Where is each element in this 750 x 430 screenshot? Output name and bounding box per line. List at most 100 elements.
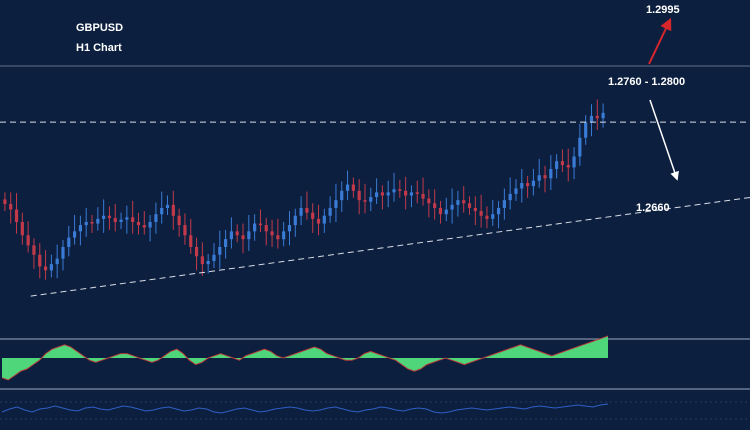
down-arrow [649,99,679,181]
candle-body [462,200,466,204]
candle-body [409,192,414,196]
candle-body [90,222,94,224]
candlestick-series [3,99,605,280]
candle-body [49,264,53,271]
candle-body [171,204,175,216]
candle-body [148,222,152,228]
candle-body [125,217,129,220]
candle-body [20,222,24,236]
candle-body [223,239,228,247]
candle-body [287,225,292,232]
candle-body [183,225,187,236]
candle-body [107,215,112,219]
candle-body [200,256,204,265]
candle-body [84,222,88,226]
candle-body [311,212,315,219]
candle-body [218,246,222,255]
support-label: 1.2660 [636,202,670,214]
candle-body [322,215,326,224]
candle-body [113,218,117,222]
candle-body [525,183,530,187]
histogram-indicator [0,65,750,390]
candle-body [467,203,472,208]
candle-body [119,219,123,222]
candle-body [102,215,106,219]
oscillator-indicator [0,401,750,420]
candle-body [247,231,251,240]
candle-body [55,258,59,265]
candle-body [26,235,30,246]
candle-body [560,161,565,166]
signal-line [1,335,609,381]
candle-body [479,211,483,216]
candle-body [438,207,443,215]
candle-body [131,217,135,222]
candle-body [543,175,547,179]
candle-body [549,168,553,179]
candle-body [380,192,385,196]
candle-body [502,200,506,208]
candle-body [189,235,193,247]
candle-body [177,215,181,226]
level-lines [0,121,750,297]
candle-body [595,115,599,119]
candle-body [61,246,65,259]
up-arrow [648,17,672,65]
symbol-label: GBPUSD [76,22,123,34]
candle-body [72,231,77,238]
candle-body [369,197,373,202]
candle-body [229,231,234,240]
oscillator-line [1,403,609,414]
candle-body [241,235,245,240]
candle-body [165,204,170,208]
candle-body [433,203,437,208]
candle-body [572,156,576,168]
candle-body [357,190,361,201]
candle-body [415,192,419,194]
candle-body [555,161,559,169]
candle-body [473,207,477,212]
candle-body [212,254,216,261]
candle-body [496,207,501,215]
candle-body [601,112,605,119]
histogram-area [2,336,608,380]
candle-body [508,193,512,201]
candle-body [520,183,524,189]
candle-body [584,122,588,138]
candle-body [9,204,13,210]
candle-body [340,190,344,201]
candle-body [578,137,582,157]
candle-body [258,223,263,226]
support-trendline [30,196,750,297]
candle-body [450,204,454,210]
candle-body [566,165,570,168]
target-up-label: 1.2995 [646,4,680,16]
candle-body [276,235,280,240]
candle-body [206,261,210,265]
resistance-zone-label: 1.2760 - 1.2800 [608,76,685,88]
candle-body [293,215,297,226]
candle-body [14,209,19,222]
candle-body [264,225,268,232]
candle-body [589,115,594,123]
candle-body [32,245,36,255]
candle-body [363,200,367,202]
candle-body [491,214,495,219]
candle-body [160,207,164,215]
candle-body [142,225,146,228]
candle-body [154,214,158,222]
candle-body [305,207,309,213]
candle-body [38,254,42,267]
candle-body [43,266,48,271]
candle-body [235,231,239,236]
candle-body [392,189,396,193]
candle-body [351,184,355,191]
candle-body [136,222,141,226]
candle-body [67,237,71,247]
candle-body [427,198,431,204]
candle-body [404,190,408,196]
candle-body [456,200,460,205]
candle-body [78,225,83,232]
